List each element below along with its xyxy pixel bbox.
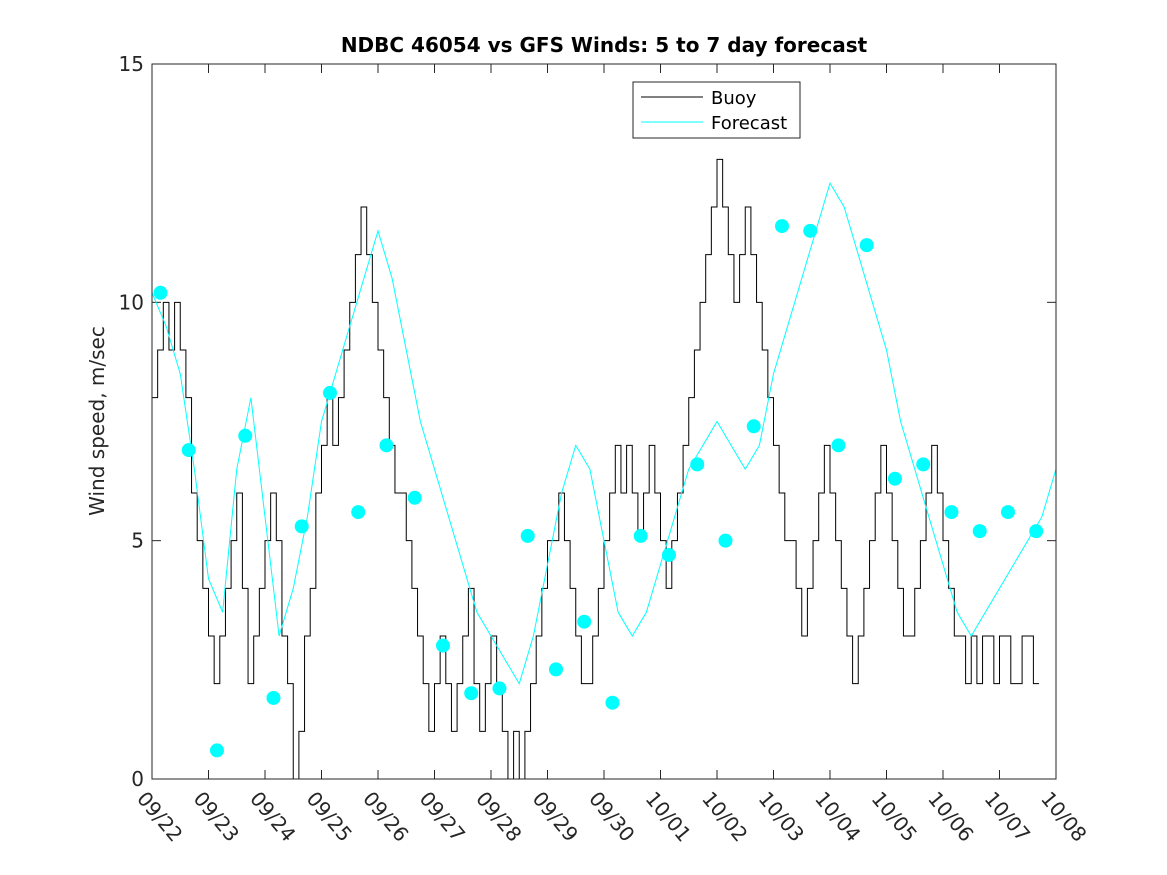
forecast-dots-group — [153, 219, 1044, 758]
forecast-dot — [520, 528, 535, 543]
forecast-dot — [238, 428, 253, 443]
plot-area — [152, 64, 1056, 779]
forecast-dot — [266, 690, 281, 705]
forecast-dot — [464, 686, 479, 701]
legend-buoy-label: Buoy — [711, 88, 757, 109]
forecast-dot — [859, 238, 874, 253]
y-tick-label: 0 — [131, 767, 144, 791]
legend-box — [632, 81, 801, 139]
y-tick-label: 5 — [131, 529, 144, 553]
y-tick-labels: 0 5 10 15 — [119, 52, 144, 791]
forecast-dot — [294, 519, 309, 534]
forecast-dot — [548, 662, 563, 677]
forecast-dot — [407, 490, 422, 505]
forecast-dot — [435, 638, 450, 653]
forecast-dot — [1000, 505, 1015, 520]
forecast-dot — [181, 443, 196, 458]
forecast-dot — [153, 285, 168, 300]
forecast-dot — [718, 533, 733, 548]
y-axis-label: Wind speed, m/sec — [85, 326, 109, 516]
chart-title: NDBC 46054 vs GFS Winds: 5 to 7 day fore… — [341, 33, 868, 57]
plot-frame — [151, 63, 1057, 780]
forecast-dot — [633, 528, 648, 543]
forecast-dot — [661, 547, 676, 562]
y-tick-label: 15 — [119, 52, 144, 76]
forecast-dot — [379, 438, 394, 453]
forecast-dot — [492, 681, 507, 696]
series-forecast-line — [151, 181, 1057, 685]
forecast-dot — [972, 524, 987, 539]
y-tick-label: 10 — [119, 290, 144, 314]
forecast-dot — [605, 695, 620, 710]
forecast-dot — [944, 505, 959, 520]
legend-forecast-label: Forecast — [711, 113, 787, 134]
forecast-dot — [577, 614, 592, 629]
forecast-dot — [916, 457, 931, 472]
forecast-dot — [1029, 524, 1044, 539]
legend: Buoy Forecast — [632, 81, 801, 139]
forecast-dot — [887, 471, 902, 486]
forecast-dot — [690, 457, 705, 472]
forecast-dot — [351, 505, 366, 520]
forecast-dot — [831, 438, 846, 453]
forecast-dot — [209, 743, 224, 758]
forecast-dot — [746, 419, 761, 434]
forecast-dot — [803, 223, 818, 238]
forecast-dot — [774, 219, 789, 234]
forecast-dot — [322, 385, 337, 400]
